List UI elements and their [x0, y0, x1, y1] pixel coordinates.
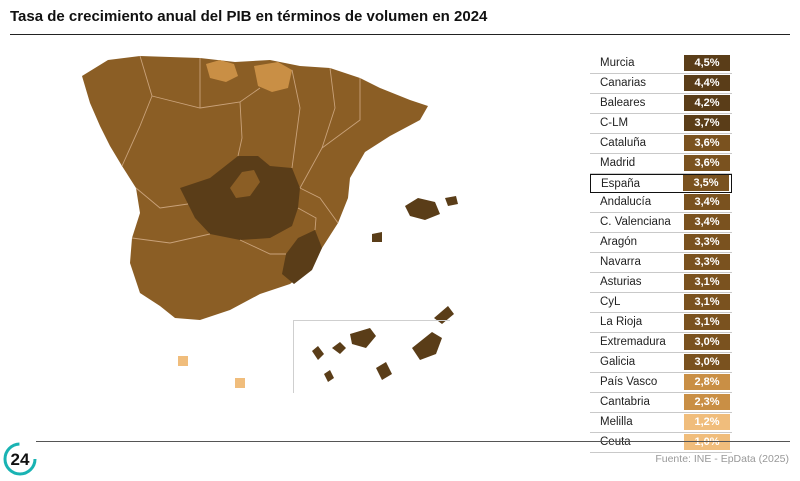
spain-map-svg — [82, 55, 458, 388]
ranking-value-badge: 3,3% — [684, 254, 730, 270]
ranking-row: País Vasco 2,8% — [590, 373, 732, 393]
title-divider — [10, 34, 790, 35]
ranking-row: Murcia 4,5% — [590, 54, 732, 74]
ranking-region-label: Extremadura — [600, 336, 666, 348]
ranking-region-label: Galicia — [600, 356, 636, 368]
ranking-value-badge: 4,4% — [684, 75, 730, 91]
ranking-region-label: Aragón — [600, 236, 638, 248]
map-region-cantabria — [206, 60, 238, 82]
ranking-row: Aragón 3,3% — [590, 233, 732, 253]
ranking-value-badge: 3,0% — [684, 334, 730, 350]
ranking-value-badge: 3,1% — [684, 294, 730, 310]
chart-title: Tasa de crecimiento anual del PIB en tér… — [10, 8, 488, 25]
ranking-region-label: Melilla — [600, 416, 633, 428]
ranking-row: Asturias 3,1% — [590, 273, 732, 293]
ranking-region-label: Asturias — [600, 276, 642, 288]
ranking-region-label: CyL — [600, 296, 621, 308]
ranking-region-label: Andalucía — [600, 196, 652, 208]
ranking-value-badge: 3,1% — [684, 274, 730, 290]
ranking-value-badge: 3,1% — [684, 314, 730, 330]
ranking-value-badge: 3,4% — [684, 194, 730, 210]
footer-divider — [36, 441, 790, 442]
map-region-baleares-minor — [372, 196, 458, 242]
ranking-list: Murcia 4,5% Canarias 4,4% Baleares 4,2% C-LM 3,… — [590, 54, 732, 453]
ranking-region-label: Madrid — [600, 157, 636, 169]
ranking-value-badge: 3,7% — [684, 115, 730, 131]
ranking-region-label: País Vasco — [600, 376, 658, 388]
ranking-value-badge: 3,0% — [684, 354, 730, 370]
map-region-canarias — [312, 306, 454, 382]
map-region-melilla — [235, 378, 245, 388]
ranking-row: Navarra 3,3% — [590, 253, 732, 273]
map-region-pais-vasco — [254, 62, 292, 92]
ranking-region-label: Baleares — [600, 97, 646, 109]
ranking-value-badge: 1,2% — [684, 414, 730, 430]
logo-icon: 24 — [3, 442, 37, 476]
map-region-baleares — [405, 198, 440, 220]
logo-text: 24 — [11, 450, 30, 469]
ranking-row: Andalucía 3,4% — [590, 193, 732, 213]
ranking-value-badge: 4,5% — [684, 55, 730, 71]
ranking-row: Ceuta 1,0% — [590, 433, 732, 453]
canarias-inset-frame — [293, 320, 450, 393]
spain-map — [60, 48, 470, 398]
ranking-value-badge: 2,8% — [684, 374, 730, 390]
ranking-region-label: Navarra — [600, 256, 641, 268]
ranking-row: Melilla 1,2% — [590, 413, 732, 433]
ranking-region-label: Cataluña — [600, 137, 647, 149]
ranking-row: Madrid 3,6% — [590, 154, 732, 174]
ranking-row: Galicia 3,0% — [590, 353, 732, 373]
ranking-value-badge: 3,6% — [684, 135, 730, 151]
map-region-murcia — [282, 230, 322, 284]
ranking-value-badge: 3,3% — [684, 234, 730, 250]
ranking-region-label: Ceuta — [600, 436, 631, 448]
ranking-region-label: C-LM — [600, 117, 629, 129]
ranking-row: España 3,5% — [590, 174, 732, 193]
ranking-row: Cantabria 2,3% — [590, 393, 732, 413]
ranking-value-badge: 1,0% — [684, 434, 730, 450]
ranking-row: La Rioja 3,1% — [590, 313, 732, 333]
ranking-value-badge: 3,5% — [683, 175, 729, 191]
ranking-region-label: Canarias — [600, 77, 647, 89]
ranking-region-label: La Rioja — [600, 316, 643, 328]
map-region-clm — [180, 156, 300, 240]
ranking-region-label: Murcia — [600, 57, 635, 69]
ranking-value-badge: 3,6% — [684, 155, 730, 171]
ranking-region-label: España — [601, 178, 641, 190]
ranking-row: C-LM 3,7% — [590, 114, 732, 134]
ranking-row: Canarias 4,4% — [590, 74, 732, 94]
ranking-value-badge: 3,4% — [684, 214, 730, 230]
logo: 24 — [2, 440, 40, 476]
ranking-row: CyL 3,1% — [590, 293, 732, 313]
map-region-ceuta — [178, 356, 188, 366]
ranking-region-label: Cantabria — [600, 396, 650, 408]
ranking-value-badge: 4,2% — [684, 95, 730, 111]
map-region-madrid — [230, 170, 260, 198]
ranking-row: Baleares 4,2% — [590, 94, 732, 114]
region-borders — [121, 55, 361, 255]
ranking-value-badge: 2,3% — [684, 394, 730, 410]
ranking-row: Extremadura 3,0% — [590, 333, 732, 353]
ranking-region-label: C. Valenciana — [600, 216, 671, 228]
ranking-row: Cataluña 3,6% — [590, 134, 732, 154]
ranking-row: C. Valenciana 3,4% — [590, 213, 732, 233]
source-note: Fuente: INE - EpData (2025) — [655, 453, 789, 465]
